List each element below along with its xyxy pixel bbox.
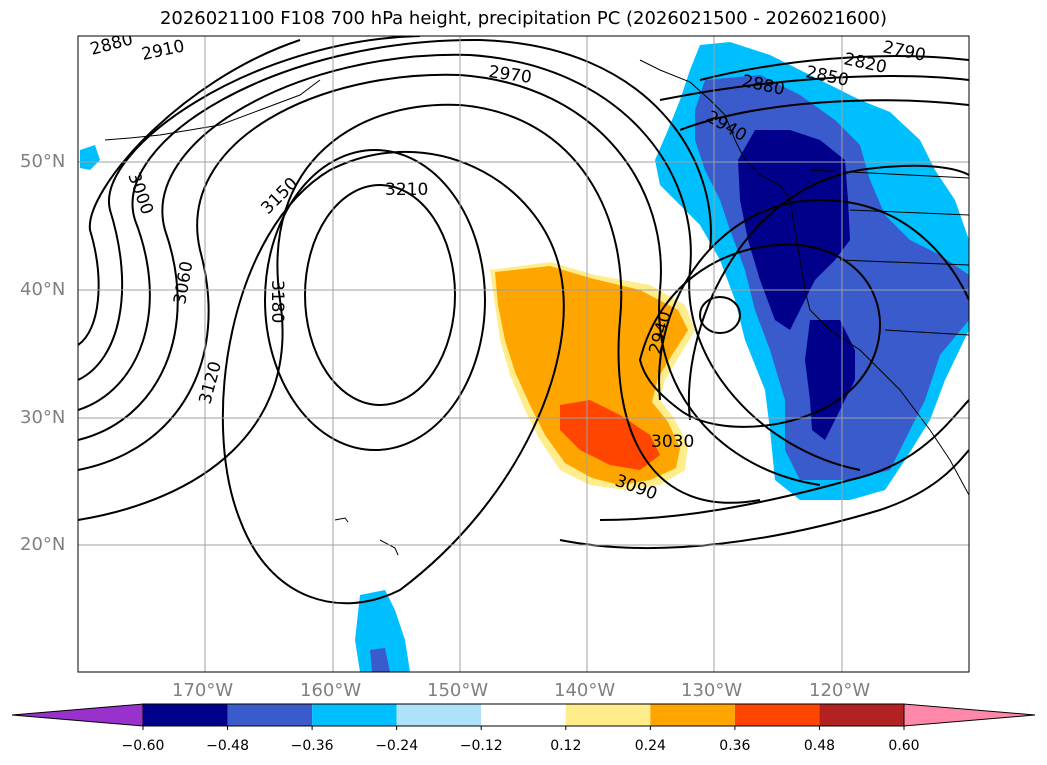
- colorbar: −0.60 −0.48 −0.36 −0.24 −0.12 0.12 0.24 0.36 0.4…: [11, 703, 1036, 754]
- colorbar-tick-label: −0.36: [291, 738, 334, 754]
- lon-label-170w: 170°W: [172, 680, 234, 701]
- colorbar-extend-low: [11, 703, 144, 727]
- colorbar-tick-label: 0.48: [804, 738, 835, 754]
- contour-label: 3180: [267, 280, 287, 323]
- colorbar-tick-label: 0.24: [635, 738, 666, 754]
- colorbar-bin: [481, 704, 566, 726]
- map-frame: [77, 35, 970, 673]
- colorbar-bin: [312, 704, 397, 726]
- lon-label-130w: 130°W: [681, 680, 743, 701]
- lat-label-30n: 30°N: [20, 407, 66, 428]
- colorbar-bin: [819, 704, 904, 726]
- colorbar-tick-label: 0.36: [719, 738, 750, 754]
- map-title: 2026021100 F108 700 hPa height, precipit…: [159, 8, 888, 29]
- colorbar-bin: [650, 704, 735, 726]
- colorbar-bin: [565, 704, 651, 726]
- contour-label: 3030: [651, 432, 694, 452]
- colorbar-tick-label: −0.48: [206, 738, 249, 754]
- graticule: [78, 36, 969, 672]
- colorbar-tick-label: −0.24: [375, 738, 418, 754]
- colorbar-bin: [734, 704, 820, 726]
- colorbar-tick-label: 0.12: [550, 738, 581, 754]
- lon-label-120w: 120°W: [809, 680, 871, 701]
- colorbar-bin: [227, 704, 313, 726]
- lat-label-50n: 50°N: [20, 151, 66, 172]
- lon-label-140w: 140°W: [554, 680, 616, 701]
- colorbar-bin: [143, 704, 228, 726]
- colorbar-tick-label: −0.12: [460, 738, 503, 754]
- colorbar-tick-label: 0.60: [888, 738, 919, 754]
- lat-label-40n: 40°N: [20, 279, 66, 300]
- lon-label-150w: 150°W: [427, 680, 489, 701]
- colorbar-tick-label: −0.60: [122, 738, 165, 754]
- lat-label-20n: 20°N: [20, 534, 66, 555]
- contour-label: 3210: [385, 180, 428, 200]
- colorbar-extend-high: [903, 703, 1036, 727]
- lon-label-160w: 160°W: [300, 680, 362, 701]
- colorbar-frame: [142, 703, 905, 727]
- height-contours: [78, 36, 969, 605]
- map-plot-area: 2880 2910 2970 2880 2850 2820 2790 2940 …: [78, 36, 969, 672]
- colorbar-bin: [396, 704, 482, 726]
